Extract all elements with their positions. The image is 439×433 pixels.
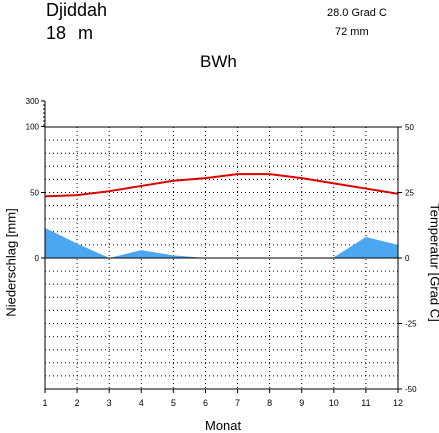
y-tick-label-left: 50 [30,189,39,198]
x-tick-label: 12 [393,398,403,408]
x-tick-label: 5 [171,398,176,408]
precipitation-area [45,228,398,258]
y-tick-label-right: -25 [405,320,417,329]
y-axis-label-left: Niederschlag [mm] [4,193,19,333]
x-tick-label: 9 [299,398,304,408]
y-tick-label-left: 0 [35,254,40,263]
y-tick-label-left: 100 [26,123,40,132]
y-tick-label-right: 0 [405,254,410,263]
x-axis-label: Monat [205,418,241,433]
y-tick-label-left: 300 [26,97,40,106]
x-tick-label: 11 [361,398,370,408]
y-tick-label-right: -50 [405,385,417,394]
x-tick-label: 3 [107,398,112,408]
x-tick-label: 4 [139,398,144,408]
x-tick-label: 8 [267,398,272,408]
y-tick-label-right: 25 [405,189,414,198]
temperature-line [45,174,398,196]
y-axis-label-right: Temperatur [Grad C] [428,183,439,343]
x-tick-label: 7 [235,398,240,408]
y-tick-label-right: 50 [405,123,414,132]
x-tick-label: 1 [42,398,47,408]
x-tick-label: 10 [329,398,339,408]
x-tick-label: 2 [75,398,80,408]
x-tick-label: 6 [203,398,208,408]
